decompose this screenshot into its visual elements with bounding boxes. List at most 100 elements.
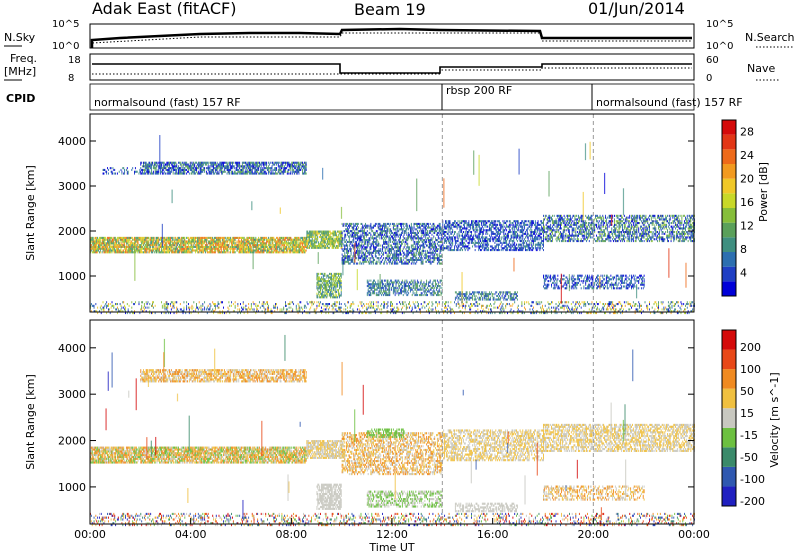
heatmap-cell <box>95 247 97 250</box>
heatmap-cell <box>434 230 436 233</box>
heatmap-cell <box>340 232 342 235</box>
heatmap-cell <box>223 242 225 245</box>
cpid-segment-2: rbsp 200 RF <box>446 84 512 97</box>
heatmap-cell <box>439 240 441 243</box>
heatmap-cell <box>250 161 252 164</box>
heatmap-cell <box>352 257 354 260</box>
heatmap-cell <box>369 242 371 245</box>
heatmap-cell <box>239 161 241 164</box>
heatmap-cell <box>143 165 144 168</box>
heatmap-cell <box>188 245 190 248</box>
heatmap-cell <box>140 251 142 254</box>
heatmap-cell <box>323 241 325 244</box>
heatmap-cell <box>327 244 329 248</box>
heatmap-cell <box>393 240 395 243</box>
heatmap-cell <box>320 280 321 283</box>
heatmap-cell <box>107 244 109 247</box>
heatmap-cell <box>418 222 420 225</box>
heatmap-cell <box>281 244 283 247</box>
heatmap-cell <box>145 245 147 248</box>
heatmap-cell <box>179 168 181 171</box>
heatmap-cell <box>188 165 190 168</box>
heatmap-cell <box>250 168 252 171</box>
heatmap-cell <box>249 242 250 245</box>
heatmap-cell <box>440 255 442 258</box>
heatmap-cell <box>411 248 413 251</box>
heatmap-cell <box>247 165 249 168</box>
heatmap-cell <box>206 245 208 248</box>
heatmap-cell <box>196 170 197 173</box>
heatmap-cell <box>274 161 276 164</box>
heatmap-cell <box>321 294 323 297</box>
heatmap-cell <box>394 224 396 227</box>
heatmap-cell <box>294 167 296 170</box>
heatmap-cell <box>278 238 280 241</box>
heatmap-cell <box>347 249 348 252</box>
heatmap-cell <box>433 235 435 238</box>
heatmap-cell <box>121 245 123 248</box>
heatmap-cell <box>410 251 412 254</box>
heatmap-cell <box>223 161 225 164</box>
heatmap-cell <box>321 285 323 288</box>
heatmap-cell <box>431 230 433 233</box>
heatmap-cell <box>313 239 315 242</box>
heatmap-cell <box>232 236 233 239</box>
heatmap-cell <box>166 247 168 250</box>
heatmap-cell <box>256 247 258 250</box>
heatmap-cell <box>277 240 279 243</box>
heatmap-cell <box>248 167 250 170</box>
heatmap-cell <box>362 224 364 227</box>
heatmap-cell <box>162 165 164 168</box>
heatmap-cell <box>374 240 376 243</box>
heatmap-cell <box>233 165 235 168</box>
heatmap-cell <box>116 249 118 252</box>
heatmap-cell <box>114 236 116 239</box>
heatmap-cell <box>422 240 424 243</box>
heatmap-cell <box>279 236 281 239</box>
heatmap-cell <box>427 251 428 254</box>
heatmap-cell <box>231 170 233 173</box>
heatmap-cell <box>190 245 192 248</box>
heatmap-cell <box>440 258 442 261</box>
heatmap-cell <box>146 244 148 247</box>
cpid-segment-1: normalsound (fast) 157 RF <box>94 96 241 109</box>
heatmap-cell <box>146 251 148 254</box>
heatmap-cell <box>252 167 254 170</box>
heatmap-cell <box>360 255 362 258</box>
heatmap-cell <box>143 172 145 175</box>
heatmap-cell <box>409 249 411 252</box>
heatmap-cell <box>425 224 427 227</box>
heatmap-cell <box>400 260 402 263</box>
heatmap-cell <box>214 236 215 239</box>
heatmap-cell <box>425 249 427 252</box>
heatmap-cell <box>275 240 277 243</box>
heatmap-cell <box>404 230 406 233</box>
heatmap-cell <box>301 249 303 252</box>
heatmap-cell <box>189 167 191 170</box>
heatmap-cell <box>180 168 182 171</box>
heatmap-cell <box>235 161 237 164</box>
heatmap-cell <box>205 247 206 250</box>
heatmap-cell <box>219 168 221 171</box>
heatmap-cell <box>338 294 340 297</box>
heatmap-cell <box>215 165 217 168</box>
heatmap-cell <box>300 240 302 243</box>
heatmap-cell <box>188 247 190 250</box>
heatmap-cell <box>390 233 392 236</box>
heatmap-cell <box>102 236 104 239</box>
heatmap-cell <box>418 240 420 243</box>
heatmap-cell <box>178 236 179 239</box>
heatmap-cell <box>151 236 153 239</box>
heatmap-cell <box>197 247 199 250</box>
heatmap-cell <box>152 161 153 164</box>
heatmap-cell <box>383 242 385 245</box>
heatmap-cell <box>199 242 201 245</box>
heatmap-cell <box>344 240 346 243</box>
heatmap-cell <box>431 239 433 242</box>
heatmap-cell <box>269 238 271 241</box>
heatmap-cell <box>203 163 205 166</box>
nsky-tick-bottom: 10^0 <box>52 41 79 52</box>
heatmap-cell <box>115 245 117 248</box>
heatmap-cell <box>295 236 297 239</box>
heatmap-cell <box>166 163 168 166</box>
